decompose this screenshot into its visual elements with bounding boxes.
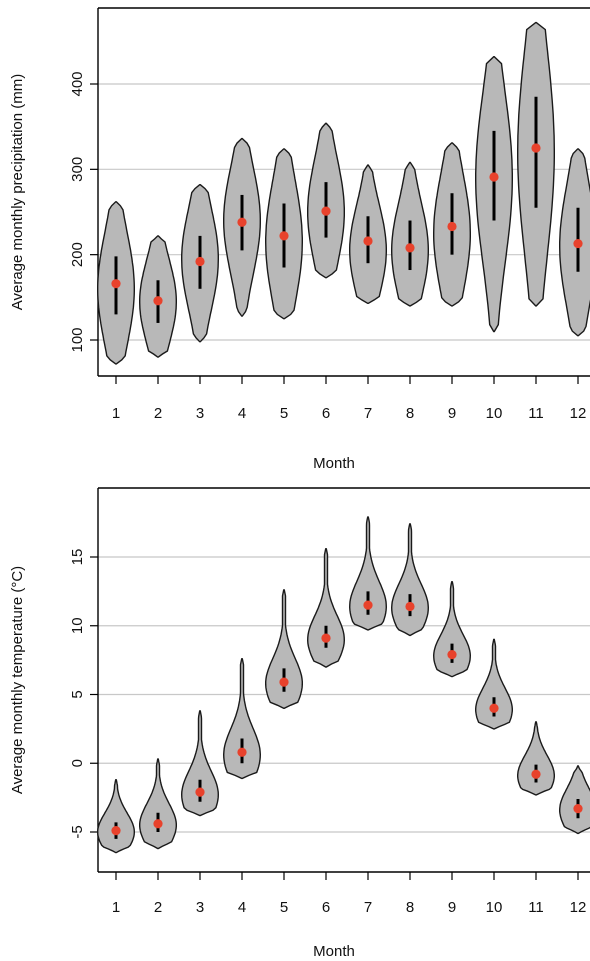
mean-point bbox=[279, 231, 289, 241]
y-tick-label: 10 bbox=[69, 617, 86, 634]
x-tick-label: 6 bbox=[322, 899, 330, 916]
y-tick-label: 400 bbox=[69, 71, 86, 96]
y-tick-label: 5 bbox=[69, 690, 86, 698]
x-tick-label: 2 bbox=[154, 405, 162, 422]
y-tick-label: 300 bbox=[69, 157, 86, 182]
x-axis-title: Month bbox=[313, 455, 355, 472]
mean-point bbox=[447, 221, 457, 232]
mean-point bbox=[405, 601, 415, 612]
x-tick-label: 11 bbox=[528, 899, 544, 916]
x-tick-label: 8 bbox=[406, 899, 414, 916]
mean-point bbox=[405, 243, 415, 253]
x-tick-label: 7 bbox=[364, 405, 372, 422]
mean-point bbox=[573, 804, 583, 814]
x-tick-label: 10 bbox=[486, 899, 503, 916]
x-tick-label: 3 bbox=[196, 899, 204, 916]
mean-point bbox=[195, 256, 205, 267]
mean-point bbox=[237, 747, 247, 757]
x-tick-label: 8 bbox=[406, 405, 414, 422]
y-tick-label: 200 bbox=[69, 242, 86, 267]
mean-point bbox=[153, 819, 163, 829]
x-tick-label: 4 bbox=[238, 405, 246, 422]
violin-shape bbox=[475, 638, 513, 730]
x-axis-title: Month bbox=[313, 943, 355, 960]
x-tick-label: 11 bbox=[528, 405, 544, 422]
mean-point bbox=[153, 296, 163, 306]
mean-point bbox=[363, 236, 373, 246]
y-tick-label: 0 bbox=[69, 759, 86, 767]
mean-point bbox=[321, 633, 331, 643]
x-tick-label: 5 bbox=[280, 899, 288, 916]
violin-shape bbox=[432, 581, 472, 678]
mean-point bbox=[447, 650, 457, 660]
mean-point bbox=[531, 769, 541, 779]
y-axis-title: Average monthly temperature (°C) bbox=[9, 566, 26, 794]
mean-point bbox=[489, 172, 499, 182]
mean-point bbox=[363, 600, 373, 610]
violin-shape bbox=[139, 758, 177, 850]
violin-shape bbox=[97, 779, 135, 854]
y-tick-label: -5 bbox=[69, 825, 86, 838]
mean-point bbox=[111, 279, 121, 289]
x-tick-label: 6 bbox=[322, 405, 330, 422]
violin-shape bbox=[180, 710, 220, 817]
x-tick-label: 5 bbox=[280, 405, 288, 422]
mean-point bbox=[489, 703, 499, 713]
x-tick-label: 1 bbox=[112, 899, 120, 916]
x-tick-label: 1 bbox=[112, 405, 120, 422]
violin-shape bbox=[390, 523, 430, 637]
y-axis-title: Average monthly precipitation (mm) bbox=[9, 74, 26, 310]
violin-shape bbox=[559, 765, 590, 835]
mean-point bbox=[573, 238, 583, 249]
x-tick-label: 3 bbox=[196, 405, 204, 422]
x-tick-label: 4 bbox=[238, 899, 246, 916]
violin-shape bbox=[348, 516, 388, 631]
mean-point bbox=[531, 143, 541, 153]
y-tick-label: 100 bbox=[69, 327, 86, 352]
violin-shape bbox=[265, 589, 303, 709]
x-tick-label: 2 bbox=[154, 899, 162, 916]
x-tick-label: 9 bbox=[448, 405, 456, 422]
mean-point bbox=[279, 677, 289, 687]
mean-point bbox=[321, 206, 331, 216]
y-tick-label: 15 bbox=[69, 549, 86, 566]
x-tick-label: 10 bbox=[486, 405, 503, 422]
violin-shape bbox=[306, 548, 346, 668]
violin-shape bbox=[517, 721, 555, 796]
x-tick-label: 12 bbox=[570, 899, 587, 916]
mean-point bbox=[195, 787, 205, 797]
mean-point bbox=[237, 217, 247, 227]
x-tick-label: 12 bbox=[570, 405, 587, 422]
mean-point bbox=[111, 826, 121, 836]
violin-shape bbox=[222, 658, 262, 780]
x-tick-label: 9 bbox=[448, 899, 456, 916]
x-tick-label: 7 bbox=[364, 899, 372, 916]
